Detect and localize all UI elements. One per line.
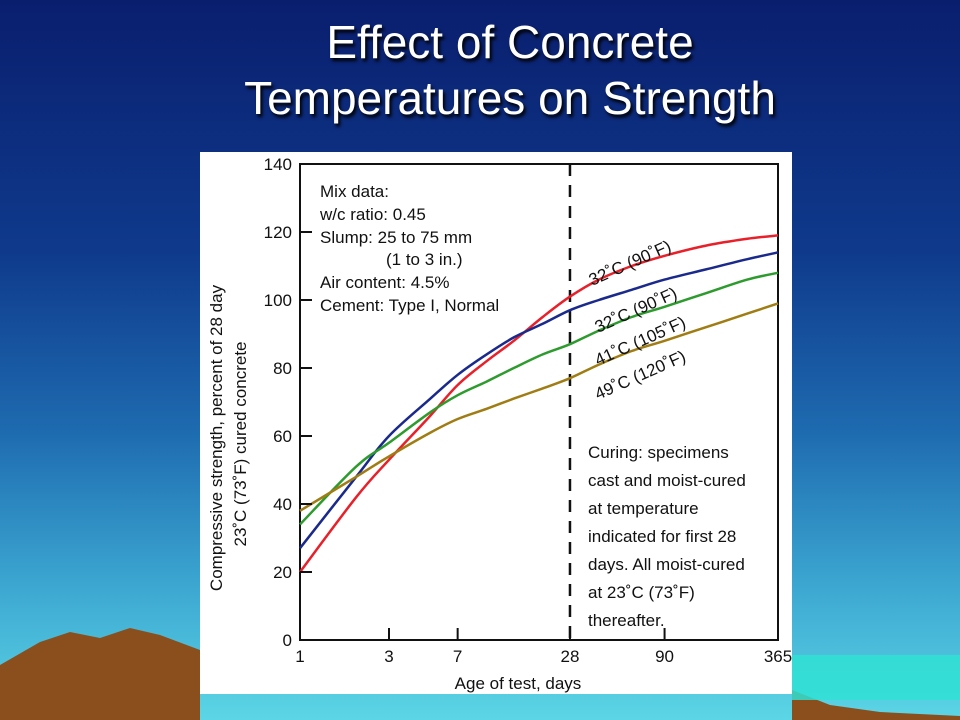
x-tick-label: 3 bbox=[384, 647, 393, 666]
curing-line: days. All moist-cured bbox=[588, 555, 745, 574]
ticks-layer: 0 20 40 60 80 100 120 140 1 3 7 28 90 365 bbox=[264, 155, 792, 666]
x-tick-label: 90 bbox=[655, 647, 674, 666]
mix-data-annotation: Mix data: w/c ratio: 0.45 Slump: 25 to 7… bbox=[319, 182, 499, 315]
mountain-range bbox=[0, 628, 200, 720]
plot-border bbox=[299, 163, 779, 641]
mix-data-line: Slump: 25 to 75 mm bbox=[320, 228, 472, 247]
y-tick-label: 20 bbox=[273, 563, 292, 582]
y-tick-label: 120 bbox=[264, 223, 292, 242]
y-axis-label-line-1: Compressive strength, percent of 28 day bbox=[207, 284, 226, 591]
y-tick-label: 40 bbox=[273, 495, 292, 514]
strength-chart: 0 20 40 60 80 100 120 140 1 3 7 28 90 365 Age of test… bbox=[207, 155, 792, 693]
mix-data-line: Cement: Type I, Normal bbox=[320, 296, 499, 315]
y-tick-label: 0 bbox=[283, 631, 292, 650]
curing-line: cast and moist-cured bbox=[588, 471, 746, 490]
y-tick-label: 100 bbox=[264, 291, 292, 310]
y-tick-label: 80 bbox=[273, 359, 292, 378]
mix-data-line: (1 to 3 in.) bbox=[386, 250, 463, 269]
curing-line: at temperature bbox=[588, 499, 699, 518]
x-tick-label: 7 bbox=[453, 647, 462, 666]
y-tick-label: 60 bbox=[273, 427, 292, 446]
x-tick-label: 1 bbox=[295, 647, 304, 666]
y-tick-label: 140 bbox=[264, 155, 292, 174]
series-layer bbox=[299, 234, 779, 573]
mountain-range-right bbox=[792, 690, 960, 720]
horizon-glow bbox=[792, 655, 960, 700]
curing-line: at 23˚C (73˚F) bbox=[588, 583, 695, 602]
curing-line: thereafter. bbox=[588, 611, 665, 630]
x-axis-label: Age of test, days bbox=[455, 674, 582, 693]
series-line-3 bbox=[299, 302, 779, 512]
curing-annotation: Curing: specimens cast and moist-cured a… bbox=[588, 443, 746, 630]
series-line-2 bbox=[299, 271, 779, 526]
curing-line: Curing: specimens bbox=[588, 443, 729, 462]
slide-title: Effect of Concrete Temperatures on Stren… bbox=[60, 14, 960, 126]
mix-data-line: w/c ratio: 0.45 bbox=[319, 205, 426, 224]
title-line-1: Effect of Concrete bbox=[326, 16, 694, 68]
mix-data-line: Air content: 4.5% bbox=[320, 273, 449, 292]
title-line-2: Temperatures on Strength bbox=[244, 72, 776, 124]
x-tick-label: 28 bbox=[561, 647, 580, 666]
series-line-1 bbox=[299, 251, 779, 549]
chart-panel: 0 20 40 60 80 100 120 140 1 3 7 28 90 365 Age of test… bbox=[200, 152, 792, 694]
plot-frame bbox=[299, 163, 779, 641]
series-line-0 bbox=[299, 234, 779, 573]
curing-line: indicated for first 28 bbox=[588, 527, 736, 546]
y-axis-label-line-2: 23˚C (73˚F) cured concrete bbox=[231, 341, 250, 546]
x-tick-label: 365 bbox=[764, 647, 792, 666]
mix-data-line: Mix data: bbox=[320, 182, 389, 201]
